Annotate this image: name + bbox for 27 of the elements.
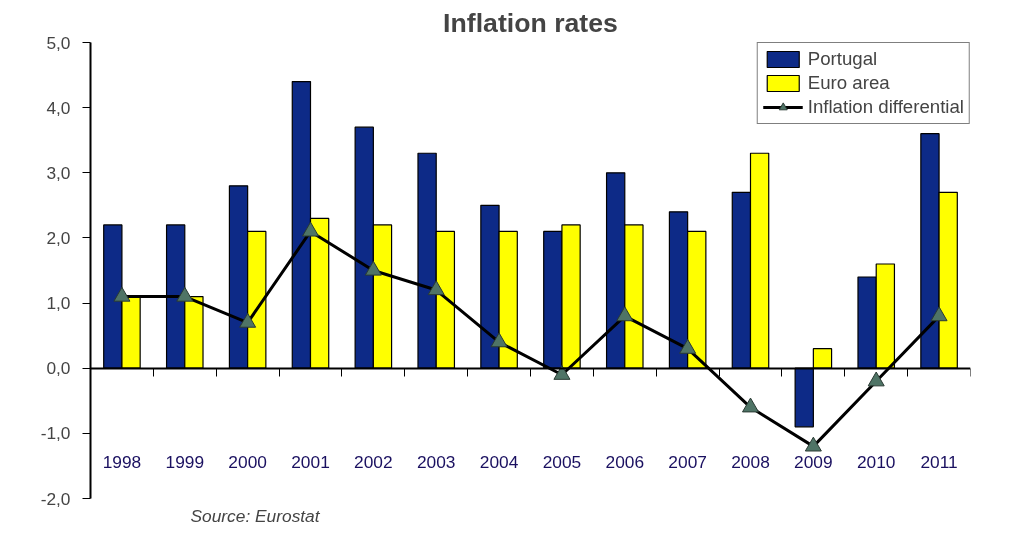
x-tick-label: 2003 — [416, 452, 456, 473]
x-tick-label: 2004 — [479, 452, 519, 473]
y-tick-label: 4,0 — [46, 97, 71, 118]
x-tick-label: 2011 — [920, 452, 958, 473]
legend-label: Inflation differential — [807, 96, 964, 118]
x-tick-label: 2007 — [668, 452, 707, 473]
chart-title: Inflation rates — [443, 7, 618, 38]
legend-label: Portugal — [807, 48, 878, 70]
source-note: Source: Eurostat — [190, 505, 321, 526]
y-tick-label: 2,0 — [46, 227, 71, 248]
x-tick-label: 2001 — [291, 452, 330, 473]
y-tick-label: 1,0 — [46, 293, 71, 314]
x-tick-label: 1998 — [102, 452, 142, 473]
y-tick-label: 3,0 — [46, 162, 71, 183]
x-tick-label: 2010 — [856, 452, 896, 473]
x-tick-label: 2008 — [731, 452, 770, 473]
x-tick-label: 2005 — [542, 452, 582, 473]
x-tick-label: 2002 — [354, 452, 393, 473]
y-tick-label: 0,0 — [46, 358, 71, 379]
x-tick-label: 2000 — [228, 452, 267, 473]
x-tick-label: 2009 — [794, 452, 833, 473]
legend-label: Euro area — [807, 72, 890, 94]
y-tick-label: 5,0 — [46, 32, 71, 53]
x-tick-label: 2006 — [605, 452, 645, 473]
y-tick-label: -2,0 — [40, 488, 71, 509]
y-tick-label: -1,0 — [40, 423, 71, 444]
x-tick-label: 1999 — [165, 452, 205, 473]
